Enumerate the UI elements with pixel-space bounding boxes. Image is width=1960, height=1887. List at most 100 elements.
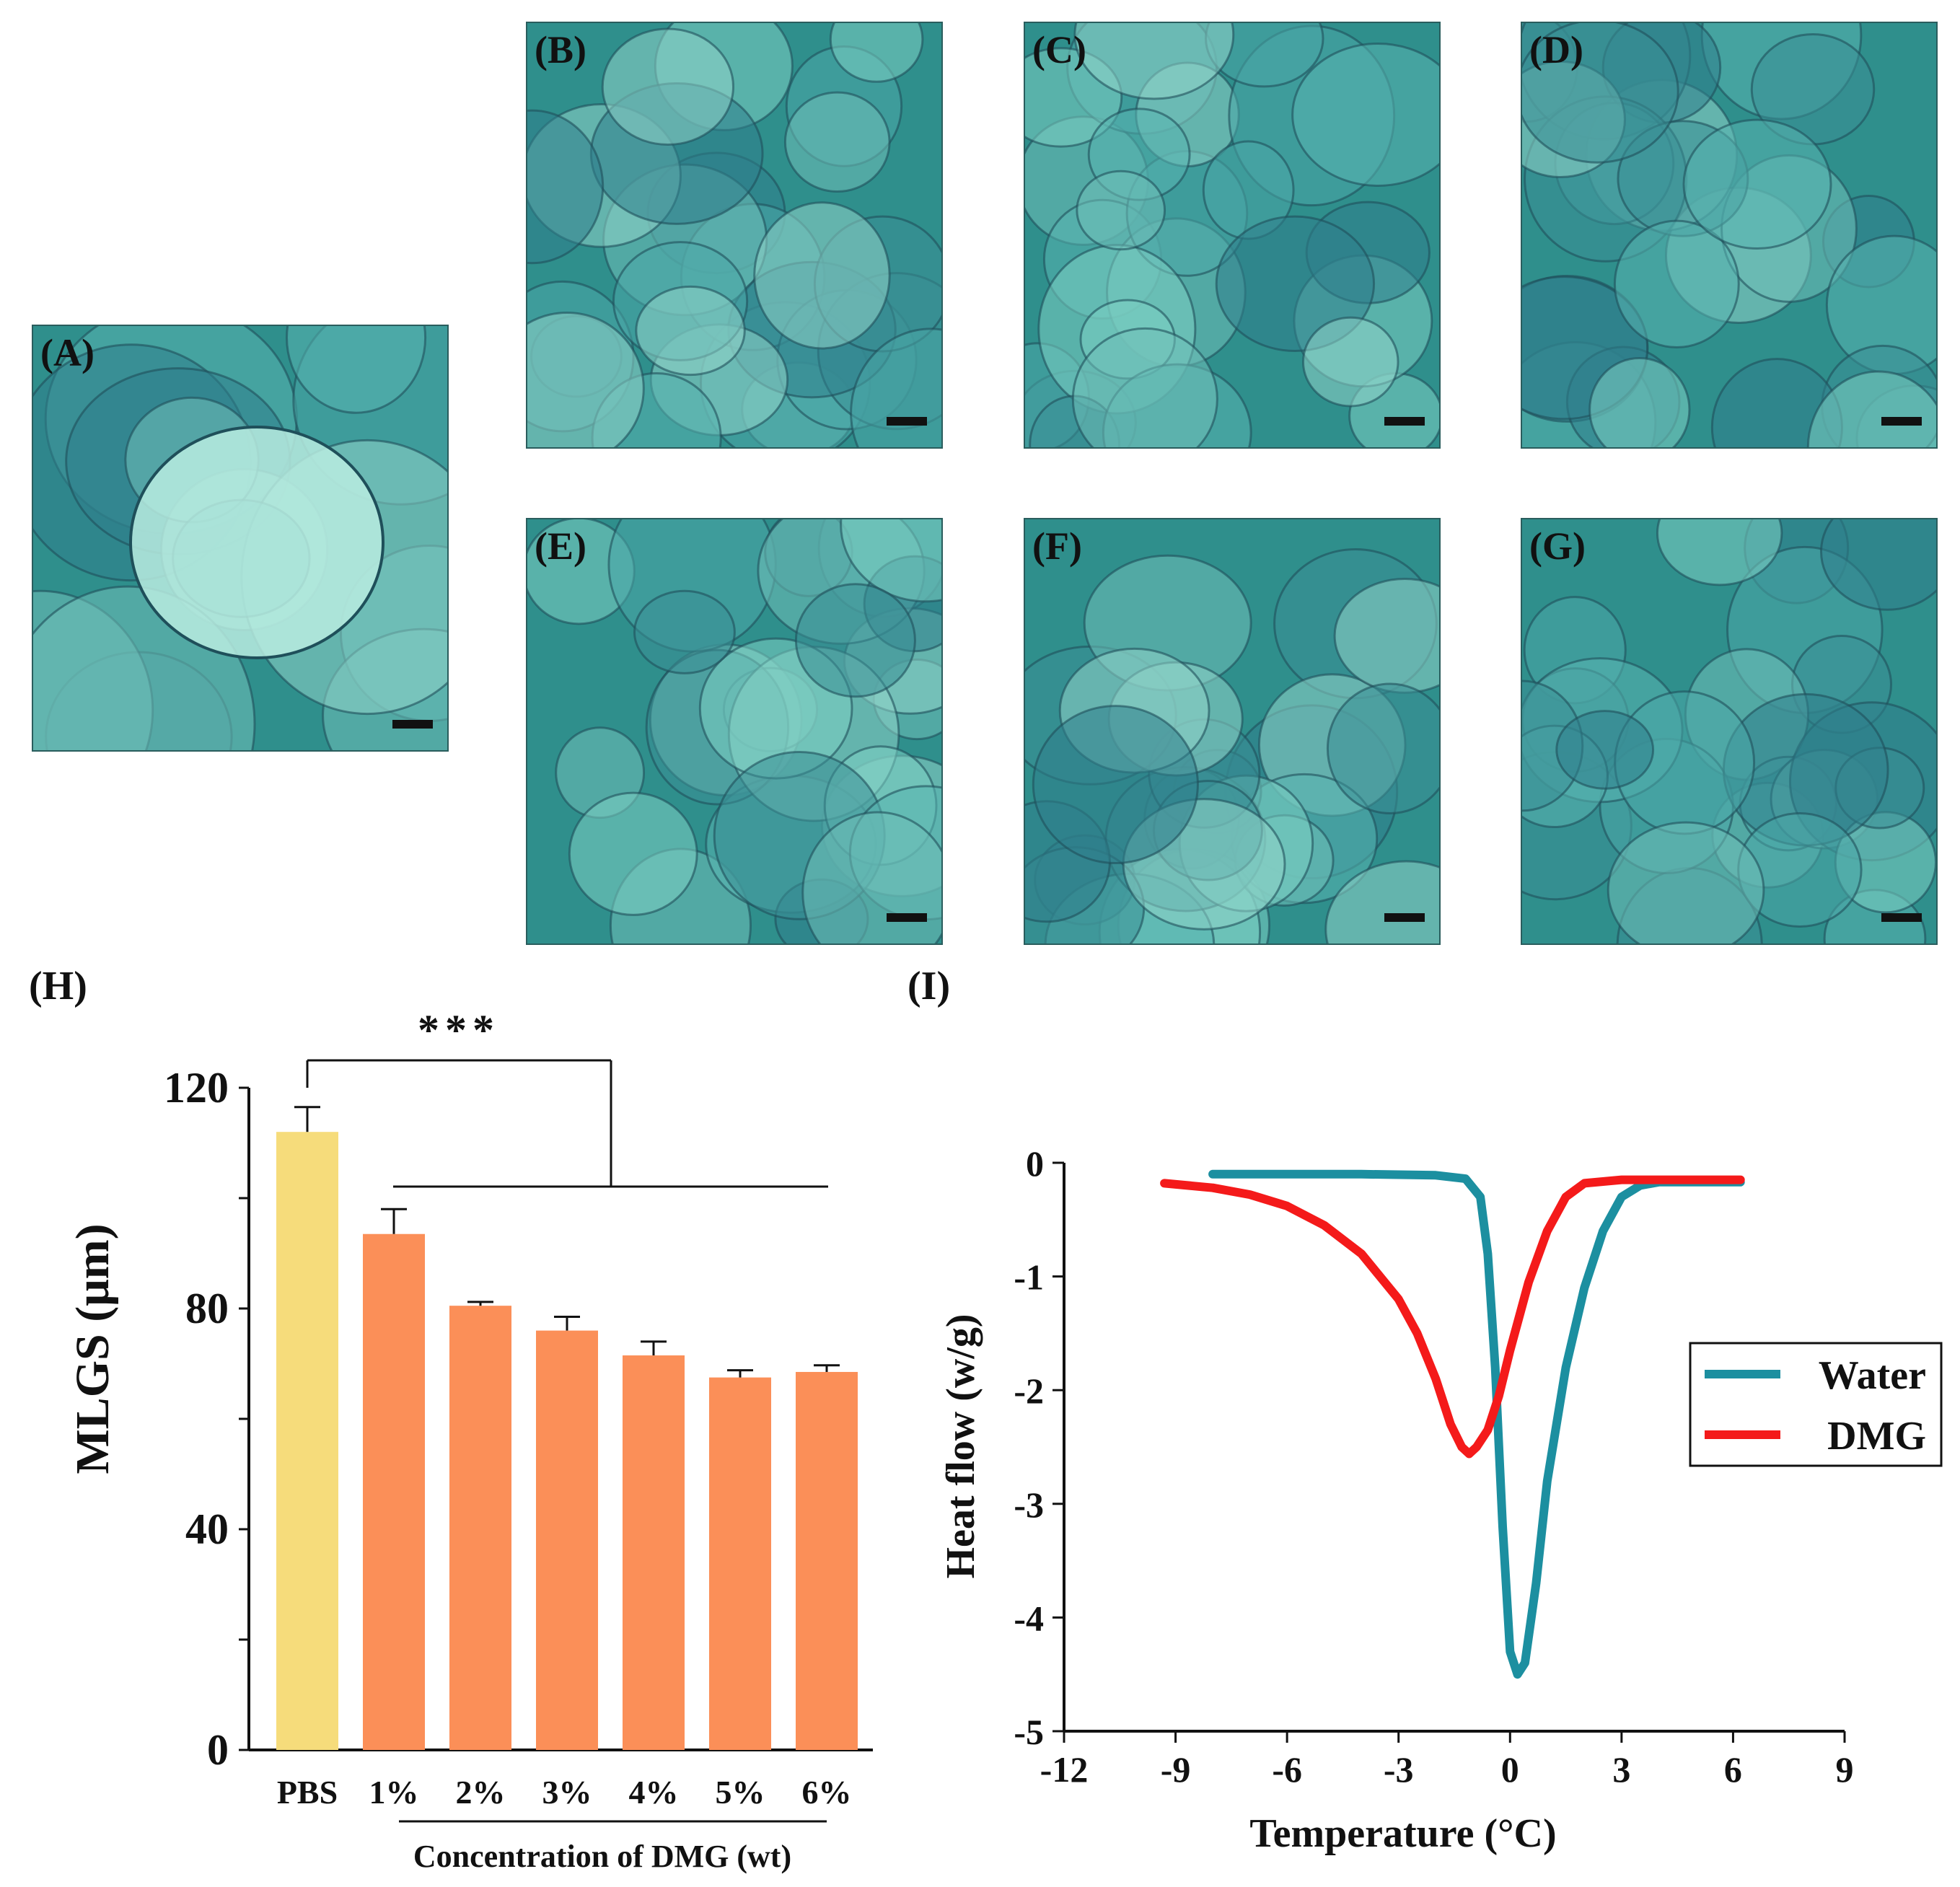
x-tick-label: 9 <box>1836 1749 1854 1790</box>
bar-chart-mlgs: 0 40 80 120 MLGS (μm) PBS 1% 2% 3% 4% 5% 6% Concentr… <box>66 1006 873 1874</box>
y-tick-label: -1 <box>1014 1257 1044 1298</box>
y-tick-label: 0 <box>207 1726 229 1774</box>
cell <box>1076 170 1166 251</box>
x-tick-label: -9 <box>1161 1749 1191 1790</box>
cell <box>753 201 891 350</box>
cell <box>1215 215 1376 353</box>
cell <box>1555 710 1655 790</box>
micrograph-g: (G) <box>1521 518 1938 945</box>
x-tick-label: 6% <box>802 1774 852 1811</box>
cell <box>1326 682 1439 814</box>
bar-5pct <box>709 1377 771 1750</box>
x-axis-title: Temperature (°C) <box>1249 1811 1556 1856</box>
cell <box>1656 519 1783 586</box>
y-tick-label: 0 <box>1026 1143 1044 1184</box>
x-tick-label: 2% <box>456 1774 506 1811</box>
micrograph-g-image <box>1522 519 1936 944</box>
bar-3pct <box>536 1330 598 1750</box>
cell <box>1682 118 1832 250</box>
y-tick-label: 80 <box>185 1285 229 1332</box>
y-tick-label: 40 <box>185 1505 229 1553</box>
x-tick-label: 4% <box>629 1774 679 1811</box>
cell <box>829 23 924 83</box>
micrograph-d-image <box>1522 23 1936 447</box>
x-tick-label: -3 <box>1384 1749 1414 1790</box>
bar-pbs <box>276 1132 338 1750</box>
scale-bar <box>1384 417 1425 426</box>
cell <box>527 311 645 447</box>
scale-bar <box>1881 417 1922 426</box>
series-line-water <box>1208 1169 1745 1679</box>
cell <box>1291 43 1439 187</box>
cell <box>1302 316 1399 408</box>
cell <box>801 811 941 944</box>
micrograph-a-image <box>33 326 447 750</box>
micrograph-e-image <box>527 519 941 944</box>
cell <box>840 519 941 603</box>
micrograph-b: (B) <box>526 22 943 449</box>
scale-bar <box>887 913 927 922</box>
significance-label: *** <box>418 1006 500 1054</box>
x-tick-label: PBS <box>277 1774 338 1811</box>
cell <box>1071 327 1218 447</box>
cell <box>1806 370 1936 447</box>
cell <box>1588 357 1691 447</box>
micrograph-e: (E) <box>526 518 943 945</box>
scale-bar <box>1384 913 1425 922</box>
x-tick-label: 0 <box>1501 1749 1519 1790</box>
series-line-dmg <box>1160 1175 1745 1459</box>
micrograph-f-label: (F) <box>1032 524 1082 568</box>
micrograph-e-label: (E) <box>535 524 586 568</box>
x-axis-title: Concentration of DMG (wt) <box>413 1839 791 1874</box>
cell <box>286 326 427 414</box>
cell <box>1073 23 1235 100</box>
micrograph-b-image <box>527 23 941 447</box>
panel-h-label: (H) <box>29 964 87 1008</box>
micrograph-c: (C) <box>1024 22 1441 449</box>
micrograph-f-image <box>1025 519 1439 944</box>
legend-label-dmg: DMG <box>1827 1414 1926 1459</box>
scale-bar <box>1881 913 1922 922</box>
micrograph-f: (F) <box>1024 518 1441 945</box>
cell <box>129 426 384 659</box>
y-axis-title: Heat flow (w/g) <box>939 1314 983 1578</box>
y-axis-title: MLGS (μm) <box>66 1223 119 1474</box>
cell <box>527 109 605 265</box>
cell <box>1607 821 1765 944</box>
bar-6pct <box>796 1371 858 1750</box>
scale-bar <box>887 417 927 426</box>
y-tick-label: -4 <box>1014 1598 1044 1638</box>
x-tick-label: 1% <box>369 1774 419 1811</box>
legend-label-water: Water <box>1819 1353 1926 1398</box>
cell <box>1820 519 1936 611</box>
cell <box>1032 705 1199 865</box>
cell <box>1613 219 1740 349</box>
legend-box <box>1689 1342 1943 1467</box>
micrograph-c-label: (C) <box>1032 28 1086 71</box>
micrograph-b-label: (B) <box>535 28 586 71</box>
x-tick-label: 3% <box>542 1774 592 1811</box>
x-tick-label: 3 <box>1612 1749 1630 1790</box>
panel-i-label: (I) <box>908 964 951 1008</box>
bar-2pct <box>449 1306 511 1750</box>
cell <box>635 285 746 377</box>
micrograph-a-label: (A) <box>40 331 95 374</box>
y-tick-label: 120 <box>164 1064 229 1112</box>
micrograph-c-image <box>1025 23 1439 447</box>
x-tick-label: 6 <box>1724 1749 1742 1790</box>
x-tick-label: 5% <box>716 1774 765 1811</box>
y-tick-label: -3 <box>1014 1484 1044 1525</box>
cell <box>601 27 734 146</box>
micrograph-d: (D) <box>1521 22 1938 449</box>
y-tick-label: -2 <box>1014 1371 1044 1411</box>
cell <box>1522 23 1679 164</box>
micrograph-g-label: (G) <box>1529 524 1586 568</box>
micrograph-d-label: (D) <box>1529 28 1583 71</box>
scale-bar <box>392 720 433 729</box>
cell <box>568 791 698 916</box>
cell <box>1324 860 1439 944</box>
cell <box>783 91 891 193</box>
x-tick-label: -6 <box>1272 1749 1302 1790</box>
bar-4pct <box>623 1355 685 1750</box>
